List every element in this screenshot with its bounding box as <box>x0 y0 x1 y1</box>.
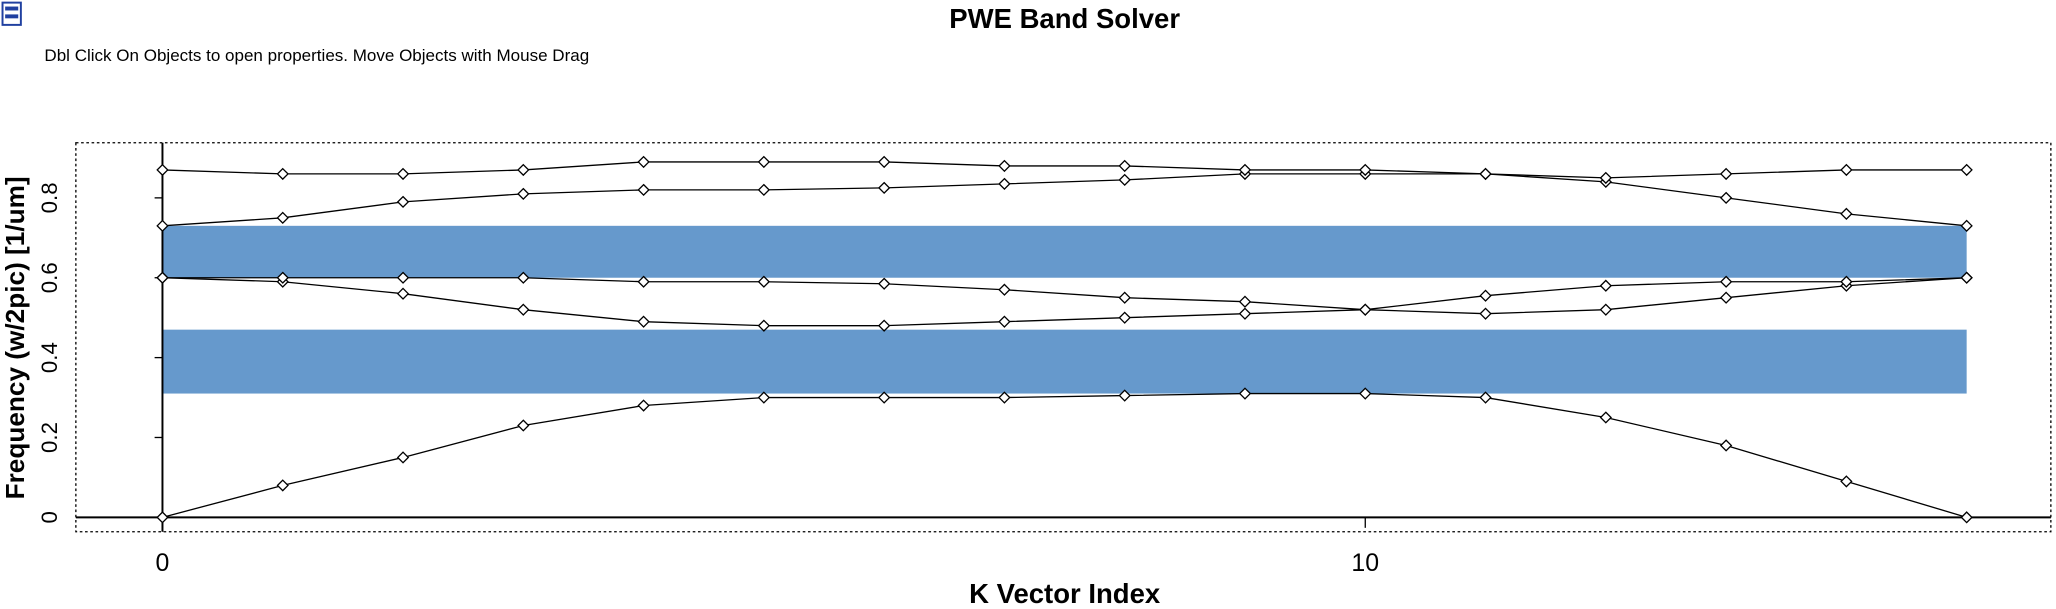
band-line <box>162 392 1967 518</box>
point-marker <box>1238 387 1252 400</box>
point-marker <box>1960 219 1973 232</box>
y-tick-label: 0.4 <box>37 342 62 373</box>
point-marker <box>637 155 650 169</box>
point-marker <box>998 315 1011 328</box>
y-tick-label: 0.8 <box>37 182 62 213</box>
point-marker <box>1719 439 1733 452</box>
band-line <box>162 277 1967 327</box>
point-marker <box>877 319 891 332</box>
point-marker <box>1960 163 1973 177</box>
point-marker <box>1840 207 1853 221</box>
point-marker <box>276 211 289 224</box>
point-marker <box>1599 279 1612 292</box>
band-line <box>162 277 1967 311</box>
point-marker <box>1118 291 1131 304</box>
point-marker <box>998 283 1011 296</box>
icon-bar <box>5 6 19 11</box>
point-marker <box>1599 411 1612 424</box>
point-marker <box>1118 389 1131 402</box>
point-marker <box>1840 275 1853 288</box>
point-marker <box>1719 191 1733 205</box>
point-marker <box>396 167 410 181</box>
point-marker <box>998 159 1011 173</box>
x-tick-label: 10 <box>1351 549 1379 577</box>
point-marker <box>998 391 1011 404</box>
point-marker <box>1840 163 1853 177</box>
point-marker <box>1960 271 1973 284</box>
point-marker <box>1479 391 1492 404</box>
icon-frame <box>1 1 22 26</box>
point-marker <box>396 195 410 209</box>
point-marker <box>1238 307 1252 320</box>
point-marker <box>1840 475 1853 488</box>
band-gap <box>162 329 1967 394</box>
y-tick-label: 0 <box>37 511 62 523</box>
point-marker <box>1118 159 1131 173</box>
point-marker <box>757 183 771 197</box>
point-marker <box>877 155 891 169</box>
x-axis-label: K Vector Index <box>969 578 1161 609</box>
point-marker <box>637 399 650 412</box>
band-gap <box>162 225 1967 278</box>
hint-text: Dbl Click On Objects to open properties.… <box>44 46 589 65</box>
point-marker <box>757 155 771 169</box>
point-marker <box>517 163 530 177</box>
icon-bar <box>5 14 19 19</box>
chart-title: PWE Band Solver <box>949 3 1180 34</box>
point-marker <box>156 163 169 177</box>
point-marker <box>1238 163 1252 177</box>
point-marker <box>1599 171 1612 185</box>
band-line <box>162 161 1967 179</box>
plot-frame <box>75 142 2052 533</box>
point-marker <box>1479 289 1492 302</box>
band-line <box>162 173 1967 227</box>
y-axis-label: Frequency (w/2pic) [1/um] <box>0 176 30 499</box>
point-marker <box>637 315 650 328</box>
point-marker <box>1719 291 1733 304</box>
point-marker <box>877 391 891 404</box>
point-marker <box>396 451 410 464</box>
point-marker <box>877 277 891 290</box>
point-marker <box>156 511 169 524</box>
point-marker <box>156 271 169 284</box>
point-marker <box>637 183 650 197</box>
point-marker <box>517 187 530 201</box>
point-marker <box>517 419 530 432</box>
point-marker <box>1960 511 1973 524</box>
point-marker <box>757 319 771 332</box>
point-marker <box>517 271 530 284</box>
point-marker <box>1359 303 1372 316</box>
point-marker <box>877 181 891 195</box>
point-marker <box>1599 303 1612 316</box>
point-marker <box>1118 311 1131 324</box>
point-marker <box>998 177 1011 191</box>
y-tick-label: 0.2 <box>37 422 62 453</box>
point-marker <box>1118 173 1131 187</box>
point-marker <box>276 479 289 492</box>
x-tick-label: 0 <box>156 549 170 577</box>
point-marker <box>1359 387 1372 400</box>
point-marker <box>1238 295 1252 308</box>
point-marker <box>276 167 289 181</box>
point-marker <box>156 219 169 232</box>
point-marker <box>396 287 410 300</box>
point-marker <box>1479 307 1492 320</box>
point-marker <box>1479 167 1492 181</box>
point-marker <box>1359 163 1372 177</box>
point-marker <box>276 271 289 284</box>
point-marker <box>757 275 771 288</box>
point-marker <box>637 275 650 288</box>
point-marker <box>517 303 530 316</box>
point-marker <box>757 391 771 404</box>
app-icon[interactable] <box>1 1 22 26</box>
point-marker <box>396 271 410 284</box>
y-tick-label: 0.6 <box>37 262 62 293</box>
point-marker <box>1719 275 1733 288</box>
point-marker <box>1719 167 1733 181</box>
